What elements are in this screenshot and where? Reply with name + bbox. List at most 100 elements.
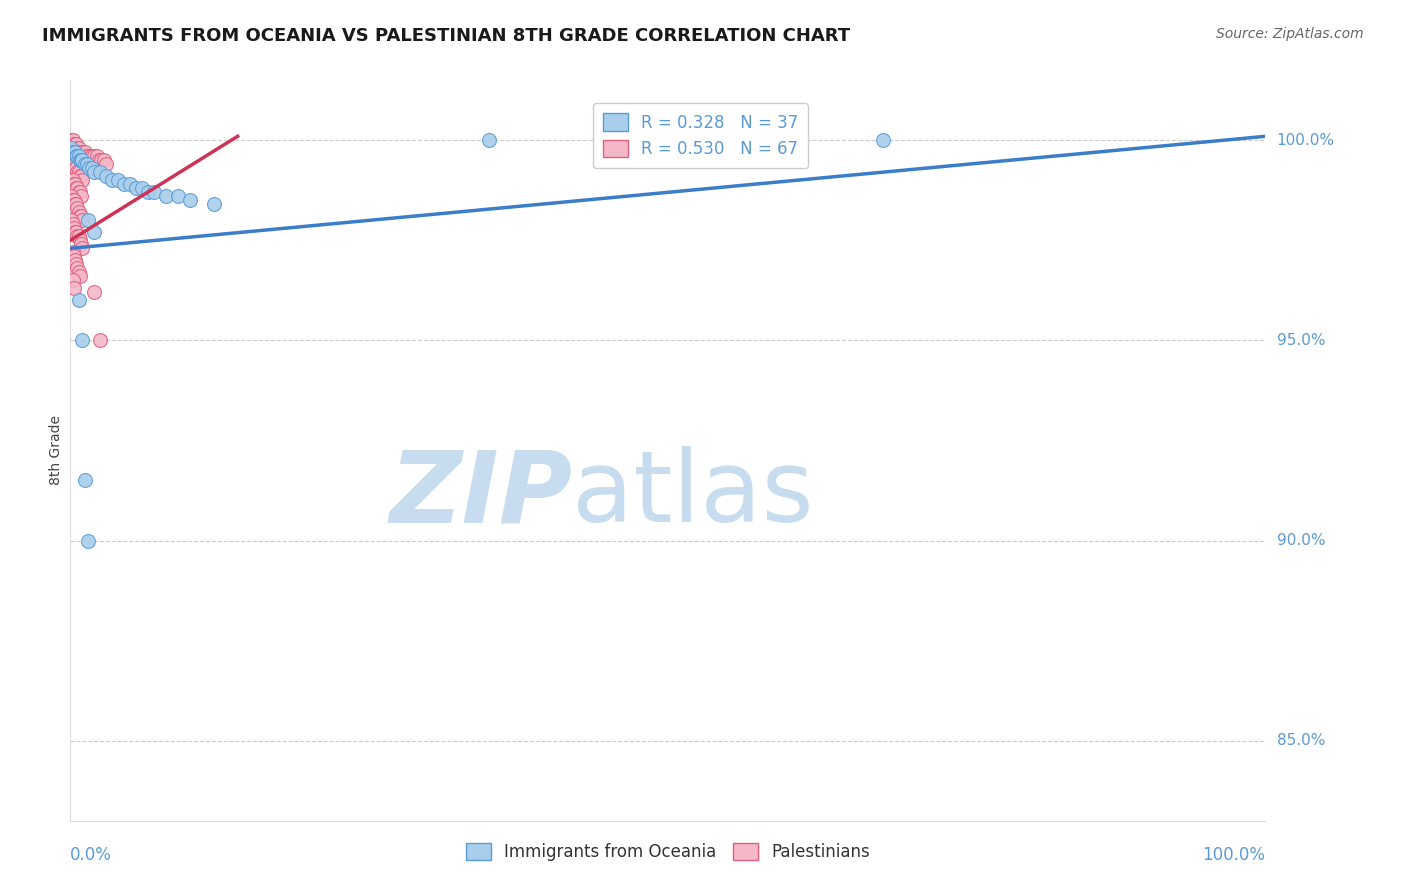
Point <box>120 178 141 192</box>
Point <box>62 273 84 287</box>
Point <box>83 165 105 179</box>
Point <box>86 149 108 163</box>
Point <box>65 197 87 211</box>
Point <box>80 161 103 176</box>
Point <box>96 169 117 184</box>
Point <box>65 161 87 176</box>
Y-axis label: 8th Grade: 8th Grade <box>49 416 63 485</box>
Point <box>89 165 111 179</box>
Point <box>62 218 84 232</box>
Text: ZIP: ZIP <box>389 446 572 543</box>
Point <box>73 474 96 488</box>
Point <box>478 133 501 147</box>
Point <box>66 229 89 244</box>
Point <box>69 186 91 200</box>
Point <box>136 186 159 200</box>
Point <box>60 133 83 147</box>
Point <box>67 165 90 179</box>
Point <box>77 213 100 227</box>
Point <box>67 265 90 279</box>
Point <box>73 145 96 160</box>
Point <box>69 233 91 247</box>
Point <box>76 149 98 163</box>
Point <box>63 221 86 235</box>
Point <box>77 533 100 548</box>
Point <box>107 173 129 187</box>
Point <box>62 194 84 208</box>
Point <box>70 145 93 160</box>
Point <box>62 133 84 147</box>
Point <box>63 281 86 295</box>
Point <box>63 249 86 263</box>
Point <box>66 149 89 163</box>
Text: 95.0%: 95.0% <box>1277 333 1324 348</box>
Point <box>66 141 89 155</box>
Point <box>60 141 83 155</box>
Point <box>179 194 201 208</box>
Point <box>70 241 93 255</box>
Point <box>79 149 101 163</box>
Point <box>90 153 112 168</box>
Point <box>79 161 101 176</box>
Legend: Immigrants from Oceania, Palestinians: Immigrants from Oceania, Palestinians <box>458 837 877 868</box>
Text: 100.0%: 100.0% <box>1202 846 1265 863</box>
Point <box>70 334 93 348</box>
Point <box>63 194 86 208</box>
Point <box>63 225 86 239</box>
Point <box>67 186 90 200</box>
Point <box>69 145 91 160</box>
Point <box>112 178 135 192</box>
Point <box>65 225 87 239</box>
Point <box>93 153 115 168</box>
Point <box>63 161 86 176</box>
Point <box>69 153 91 168</box>
Point <box>63 178 86 192</box>
Point <box>83 285 105 300</box>
Point <box>60 189 83 203</box>
Text: 0.0%: 0.0% <box>70 846 112 863</box>
Point <box>70 153 93 168</box>
Point <box>69 210 91 224</box>
Point <box>66 165 89 179</box>
Point <box>65 137 87 152</box>
Point <box>69 169 91 184</box>
Point <box>62 245 84 260</box>
Point <box>62 173 84 187</box>
Point <box>67 205 90 219</box>
Point <box>101 173 124 187</box>
Point <box>67 293 90 308</box>
Text: atlas: atlas <box>572 446 814 543</box>
Point <box>66 261 89 276</box>
Point <box>872 133 894 147</box>
Point <box>63 145 86 160</box>
Point <box>65 181 87 195</box>
Point <box>66 181 89 195</box>
Point <box>63 137 86 152</box>
Point <box>62 145 84 160</box>
Point <box>70 189 93 203</box>
Point <box>70 210 93 224</box>
Point <box>63 178 86 192</box>
Point <box>60 213 83 227</box>
Point <box>89 334 111 348</box>
Point <box>131 181 153 195</box>
Point <box>80 149 103 163</box>
Text: Source: ZipAtlas.com: Source: ZipAtlas.com <box>1216 27 1364 41</box>
Point <box>66 202 89 216</box>
Text: 100.0%: 100.0% <box>1277 133 1334 148</box>
Point <box>70 173 93 187</box>
Point <box>67 141 90 155</box>
Point <box>70 153 93 168</box>
Point <box>202 197 225 211</box>
Point <box>166 189 188 203</box>
Point <box>67 229 90 244</box>
Point <box>63 253 86 268</box>
Point <box>87 153 110 168</box>
Point <box>65 257 87 271</box>
Text: 85.0%: 85.0% <box>1277 733 1324 748</box>
Point <box>143 186 166 200</box>
Point <box>70 169 93 184</box>
Point <box>63 145 86 160</box>
Point <box>83 149 105 163</box>
Point <box>73 157 96 171</box>
